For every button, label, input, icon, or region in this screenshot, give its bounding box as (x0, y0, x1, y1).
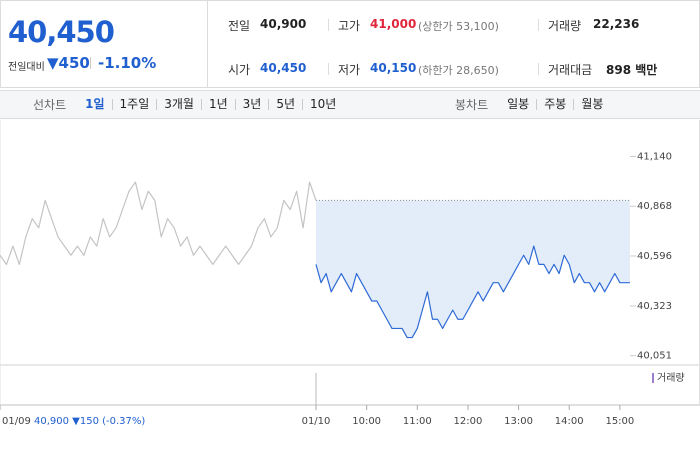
previous-day-summary: 40,900 ▼150 (-0.37%) (34, 416, 145, 427)
quote-box: 40,450 전일대비 ▼450 -1.10% (0, 0, 208, 88)
separator (328, 63, 329, 75)
volume-label: 거래량 (657, 372, 685, 384)
tab[interactable]: 일봉 (507, 97, 530, 111)
x-tick-label: 14:00 (555, 416, 584, 427)
legend-swatch (652, 373, 654, 383)
line-tabs: 선차트 1일 1주일 3개월 1년 3년 5년 10년 (33, 91, 343, 118)
stat-label: 거래량 (548, 19, 582, 33)
tab-group-label: 선차트 (33, 98, 67, 112)
stat-value: 40,150 (370, 61, 417, 75)
stat-value: 40,450 (260, 61, 307, 75)
tab-group-label: 봉차트 (455, 98, 489, 112)
y-tick-label: 40,051 (637, 351, 672, 362)
stat-label: 전일 (228, 19, 251, 33)
stat-value: 40,900 (260, 17, 307, 31)
current-price: 40,450 (8, 15, 115, 49)
area (316, 200, 630, 338)
change: ▼450 (47, 54, 90, 72)
x-tick-label: 15:00 (605, 416, 634, 427)
stats-box: 전일 40,900 고가 41,000 (상한가 53,100) 거래량 22,236 시가 4… (208, 0, 700, 88)
y-tick-label: 41,140 (637, 151, 672, 162)
tab[interactable]: 주봉 (536, 98, 573, 110)
x-tick-label: 10:00 (352, 416, 381, 427)
x-tick-label: 01/10 (302, 416, 331, 427)
stat-label: 고가 (338, 19, 361, 33)
candle-tabs: 봉차트 일봉 주봉 월봉 (455, 91, 610, 118)
separator (538, 19, 539, 31)
stat-label: 저가 (338, 63, 361, 77)
tab[interactable]: 3개월 (156, 98, 201, 110)
tab[interactable]: 3년 (234, 98, 269, 110)
chart: 41,140 40,868 40,596 40,323 40,051 01/09 01/10… (0, 120, 700, 427)
y-tick-label: 40,323 (637, 301, 672, 312)
tab[interactable]: 1주일 (111, 98, 157, 110)
x-tick-label: 01/09 (2, 416, 31, 427)
separator (90, 57, 91, 69)
separator (538, 63, 539, 75)
stat-value: 22,236 (593, 17, 640, 31)
separator (328, 19, 329, 31)
stat-note: (상한가 53,100) (418, 20, 499, 33)
stat-value: 41,000 (370, 17, 417, 31)
tab[interactable]: 월봉 (573, 98, 610, 110)
change-label: 전일대비 (8, 62, 45, 73)
tab[interactable]: 10년 (302, 98, 343, 110)
tab[interactable]: 1년 (200, 98, 235, 110)
change-rate: -1.10% (98, 54, 157, 72)
stat-note: (하한가 28,650) (418, 64, 499, 77)
tab[interactable]: 5년 (268, 98, 302, 110)
tab[interactable]: 1일 (85, 97, 105, 111)
x-tick-label: 11:00 (403, 416, 432, 427)
x-tick-label: 13:00 (504, 416, 533, 427)
stat-label: 거래대금 (548, 63, 593, 77)
y-tick-label: 40,868 (637, 201, 672, 212)
x-tick-label: 12:00 (454, 416, 483, 427)
stat-label: 시가 (228, 63, 251, 77)
previous-price-line (0, 181, 317, 265)
price-line (315, 245, 630, 339)
stat-value: 898 백만 (606, 63, 658, 77)
y-tick-label: 40,596 (637, 251, 672, 262)
period-tabs: 선차트 1일 1주일 3개월 1년 3년 5년 10년 봉차트 일봉 주봉 월봉 (0, 90, 700, 119)
